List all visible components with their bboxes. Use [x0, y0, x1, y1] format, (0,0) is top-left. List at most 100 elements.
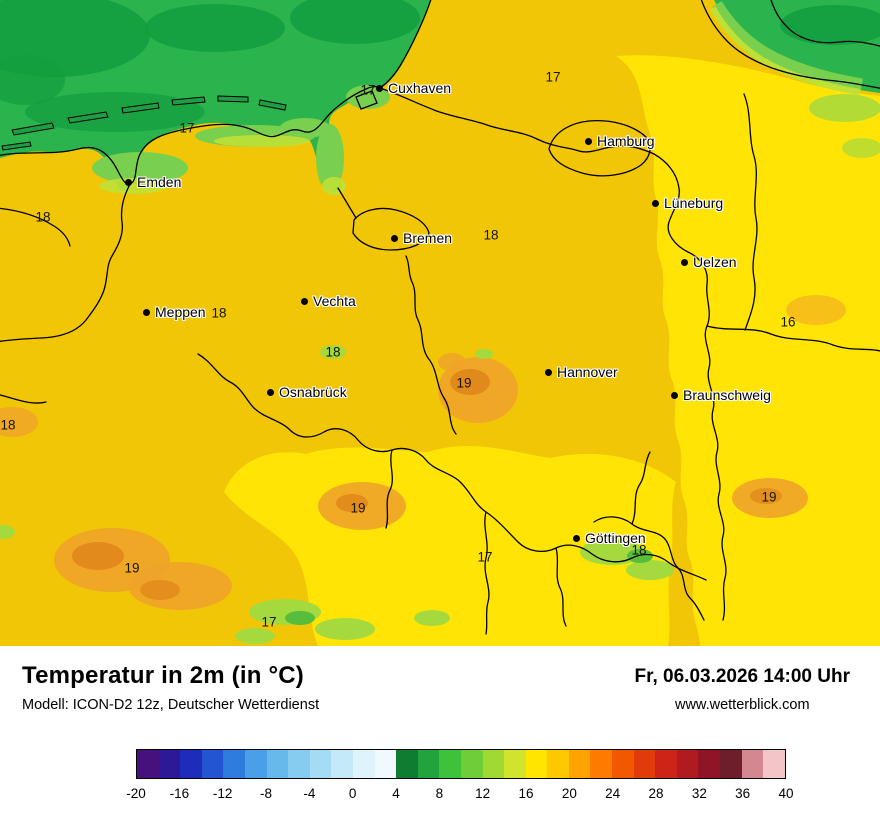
- city-marker: Emden: [125, 174, 181, 190]
- legend-color-segment: [374, 750, 397, 778]
- legend-color-segment: [180, 750, 202, 778]
- temperature-value: 18: [35, 209, 51, 225]
- legend-color-segment: [266, 750, 289, 778]
- northeast-green-region: [710, 0, 880, 158]
- city-label: Vechta: [313, 293, 356, 309]
- legend-color-segment: [655, 750, 677, 778]
- legend-tick-label: -20: [126, 786, 146, 801]
- legend-tick-label: 32: [691, 786, 707, 801]
- temperature-value: 18: [0, 417, 16, 433]
- temperature-value: 19: [124, 560, 140, 576]
- temperature-value: 19: [456, 375, 472, 391]
- map-svg: [0, 0, 880, 646]
- city-dot-icon: [652, 199, 659, 207]
- city-marker: Bremen: [391, 230, 452, 246]
- sea-region: [0, 0, 430, 195]
- temperature-value: 18: [211, 305, 227, 321]
- legend-tick-label: 24: [605, 786, 621, 801]
- legend-color-segment: [331, 750, 353, 778]
- legend-ticks: -20 -16 -12 -8 -4 0 4 8 12 16 20 24 28 32 36 40: [126, 786, 793, 804]
- city-dot-icon: [585, 137, 592, 145]
- temperature-value: 17: [360, 82, 376, 98]
- legend-tick-label: 20: [561, 786, 577, 801]
- footer: Temperatur in 2m (in °C) Modell: ICON-D2…: [0, 646, 880, 804]
- city-dot-icon: [573, 534, 580, 542]
- legend-color-segment: [590, 750, 613, 778]
- city-marker: Vechta: [301, 293, 356, 309]
- legend-color-segment: [720, 750, 742, 778]
- legend-color-segment: [158, 750, 181, 778]
- temperature-value: 17: [261, 614, 277, 630]
- legend-tick-label: -16: [169, 786, 190, 801]
- legend-color-segment: [482, 750, 505, 778]
- city-dot-icon: [143, 308, 150, 316]
- legend-tick-label: -12: [212, 786, 233, 801]
- legend-tick-label: 4: [392, 786, 400, 801]
- temperature-value: 16: [780, 314, 796, 330]
- temperature-value: 17: [545, 69, 561, 85]
- city-dot-icon: [125, 178, 132, 186]
- city-label: Cuxhaven: [388, 80, 452, 96]
- city-dot-icon: [376, 84, 383, 92]
- city-marker: Cuxhaven: [376, 80, 451, 96]
- legend-bar: [136, 749, 786, 779]
- map-title: Temperatur in 2m (in °C): [22, 662, 304, 689]
- city-dot-icon: [545, 368, 552, 376]
- city-marker: Hannover: [545, 364, 618, 380]
- legend-color-segment: [244, 750, 267, 778]
- city-marker: Lüneburg: [652, 195, 723, 211]
- weather-map: Cuxhaven Hamburg Emden Lüneburg Bremen Uelzen…: [0, 0, 880, 646]
- temperature-value: 17: [179, 120, 195, 136]
- footer-left: Temperatur in 2m (in °C) Modell: ICON-D2…: [22, 662, 319, 713]
- city-marker: Osnabrück: [267, 384, 347, 400]
- legend-color-segment: [460, 750, 483, 778]
- city-dot-icon: [671, 391, 678, 399]
- model-info: Modell: ICON-D2 12z, Deutscher Wetterdie…: [22, 697, 320, 713]
- city-label: Lüneburg: [664, 195, 724, 211]
- forecast-datetime: Fr, 06.03.2026 14:00 Uhr: [634, 666, 850, 687]
- temperature-value: 17: [477, 549, 493, 565]
- legend-tick-label: 36: [735, 786, 751, 801]
- legend-tick-label: 8: [435, 786, 444, 801]
- legend-color-segment: [223, 750, 245, 778]
- legend-color-segment: [568, 750, 591, 778]
- legend-color-segment: [741, 750, 764, 778]
- legend-color-segment: [352, 750, 375, 778]
- city-marker: Meppen: [143, 304, 206, 320]
- temperature-value: 18: [483, 227, 499, 243]
- legend-tick-label: 0: [348, 786, 357, 801]
- map-overlay: Cuxhaven Hamburg Emden Lüneburg Bremen Uelzen…: [0, 69, 796, 630]
- legend-color-segment: [396, 750, 418, 778]
- legend-tick-label: -4: [303, 786, 316, 801]
- city-dot-icon: [301, 297, 308, 305]
- legend-color-segment: [525, 750, 548, 778]
- city-marker: Hamburg: [585, 133, 655, 149]
- legend-color-segment: [763, 750, 785, 778]
- legend-tick-label: 16: [518, 786, 534, 801]
- legend-color-segment: [137, 750, 159, 778]
- city-label: Hannover: [557, 364, 618, 380]
- city-dot-icon: [267, 388, 274, 396]
- temperature-value: 19: [761, 489, 777, 505]
- temperature-field-orange: [0, 295, 846, 610]
- temperature-value: 18: [325, 344, 341, 360]
- legend-color-segment: [676, 750, 699, 778]
- islands: [1, 95, 287, 151]
- legend-tick-label: 12: [475, 786, 491, 801]
- legend-color-segment: [439, 750, 461, 778]
- legend-tick-label: 40: [778, 786, 794, 801]
- legend-color-segment: [698, 750, 721, 778]
- temperature-field-green-spots: [0, 345, 674, 644]
- city-label: Hamburg: [597, 133, 655, 149]
- website-url: www.wetterblick.com: [674, 697, 810, 713]
- legend-color-segment: [547, 750, 569, 778]
- legend-tick-label: -8: [259, 786, 273, 801]
- city-label: Osnabrück: [279, 384, 347, 400]
- legend-color-segment: [612, 750, 634, 778]
- city-marker: Braunschweig: [671, 387, 771, 403]
- legend-color-segment: [288, 750, 310, 778]
- city-marker: Göttingen: [573, 530, 646, 546]
- city-label: Braunschweig: [683, 387, 771, 403]
- legend-color-segment: [309, 750, 332, 778]
- legend-color-segment: [417, 750, 440, 778]
